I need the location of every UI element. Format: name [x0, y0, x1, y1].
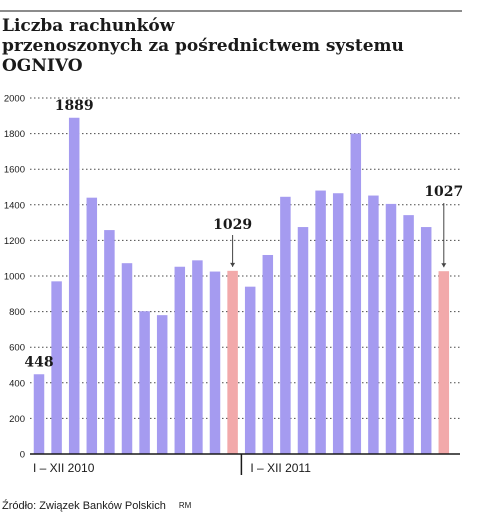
y-tick-label: 2000	[4, 94, 25, 105]
bar	[86, 197, 98, 454]
chart-title: Liczba rachunków przenoszonych za pośred…	[2, 16, 462, 76]
y-tick-label: 1800	[4, 129, 25, 140]
bar	[156, 315, 168, 454]
bar	[403, 215, 414, 454]
bar	[68, 117, 80, 455]
y-tick-label: 1400	[4, 200, 25, 211]
data-label: 448	[24, 354, 53, 370]
y-tick-label: 1000	[4, 272, 25, 283]
bar	[209, 271, 221, 454]
x-period-label: I – XII 2010	[33, 461, 95, 475]
y-tick-label: 1600	[4, 165, 25, 176]
title-line-2: przenoszonych za pośrednictwem systemu O…	[2, 36, 404, 76]
bar	[121, 263, 133, 454]
data-label-arrow	[441, 263, 447, 268]
bar	[315, 190, 326, 454]
bar	[227, 270, 238, 454]
data-label: 1029	[213, 217, 252, 233]
bar	[332, 193, 344, 455]
source-note: Źródło: Związek Banków Polskich RM	[2, 500, 191, 512]
bar	[262, 254, 274, 454]
y-tick-label: 200	[9, 414, 25, 425]
bar	[174, 266, 186, 454]
bar-chart: 0 200 400 600 800 1000 1200 1400 1600 1800 2000 448…	[4, 94, 463, 475]
bar	[420, 227, 432, 454]
bar	[368, 195, 379, 454]
bar	[104, 230, 115, 454]
y-tick-label: 800	[9, 307, 25, 318]
bar	[280, 196, 291, 455]
bar	[297, 227, 309, 454]
bar	[139, 311, 150, 454]
credit-mark: RM	[178, 501, 192, 510]
bar	[438, 271, 450, 454]
data-label-arrow	[230, 262, 236, 267]
y-tick-label: 600	[9, 343, 25, 354]
x-period-label: I – XII 2011	[250, 461, 311, 475]
y-tick-label: 0	[20, 450, 25, 461]
top-rule	[0, 10, 462, 12]
data-label: 1027	[424, 184, 463, 200]
y-tick-label: 400	[9, 378, 25, 389]
bar	[51, 281, 62, 454]
data-label: 1889	[55, 98, 94, 114]
bar	[350, 133, 362, 454]
bar	[192, 260, 203, 454]
bar	[385, 203, 397, 454]
source-text: Źródło: Związek Banków Polskich	[2, 500, 166, 512]
title-line-1: Liczba rachunków	[2, 16, 175, 36]
bar	[244, 286, 256, 454]
bar	[33, 374, 45, 454]
y-tick-label: 1200	[4, 236, 25, 247]
